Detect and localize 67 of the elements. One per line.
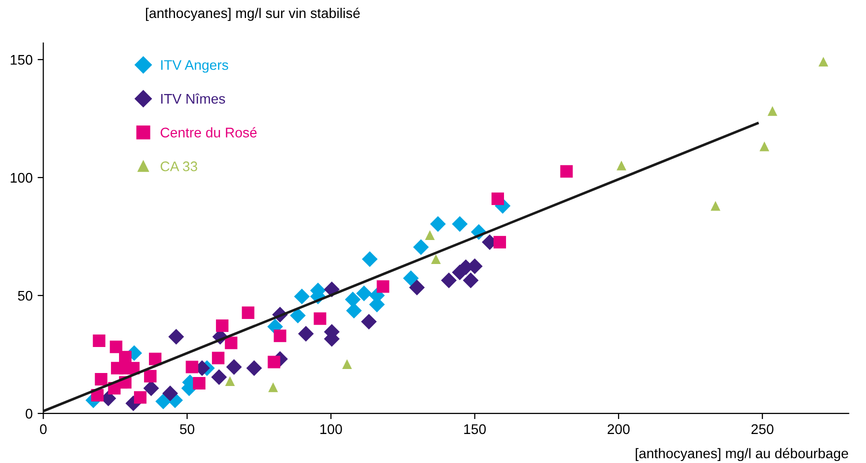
- point: [768, 106, 778, 116]
- point: [94, 373, 108, 386]
- point: [268, 382, 278, 392]
- point: [148, 352, 162, 366]
- point: [92, 334, 106, 348]
- x-tick-label: 50: [180, 424, 194, 434]
- y-tick-label: 150: [10, 54, 32, 65]
- legend-label: CA 33: [160, 161, 198, 172]
- legend-label: ITV Angers: [161, 60, 228, 73]
- point: [710, 200, 720, 211]
- x-tick-label: 100: [320, 424, 342, 434]
- point: [127, 362, 140, 374]
- point: [344, 292, 361, 308]
- point: [361, 314, 377, 330]
- point: [494, 236, 506, 248]
- point: [403, 270, 419, 286]
- point: [430, 216, 446, 232]
- point: [314, 312, 326, 325]
- legend-label: Centre du Rosé: [160, 127, 257, 138]
- point: [268, 356, 280, 368]
- point: [431, 254, 441, 264]
- point: [274, 330, 286, 342]
- point: [186, 360, 198, 374]
- legend-label: ITV Nîmes: [161, 93, 226, 104]
- point: [492, 192, 504, 206]
- point: [224, 336, 238, 350]
- point: [192, 377, 206, 390]
- x-tick-label: 0: [40, 424, 47, 434]
- point: [242, 306, 254, 319]
- point: [143, 380, 160, 396]
- x-tick-label: 250: [752, 424, 774, 434]
- point: [362, 251, 378, 268]
- point: [294, 288, 310, 304]
- point: [818, 56, 828, 67]
- y-axis-title: [anthocyanes] mg/l sur vin stabilisé: [146, 8, 360, 21]
- y-tick-label: 100: [10, 172, 32, 183]
- point: [462, 272, 479, 288]
- point: [212, 352, 224, 364]
- point: [225, 376, 235, 386]
- point: [110, 340, 122, 354]
- point: [342, 359, 352, 370]
- point: [356, 286, 372, 302]
- point: [168, 328, 184, 345]
- point: [760, 142, 770, 152]
- point: [441, 272, 457, 288]
- y-tick-label: 50: [18, 290, 32, 301]
- point: [246, 360, 262, 376]
- point: [134, 391, 146, 404]
- point: [298, 326, 314, 342]
- point: [616, 160, 626, 170]
- point: [216, 319, 228, 332]
- point: [452, 216, 468, 232]
- point: [560, 165, 573, 178]
- point: [409, 280, 425, 296]
- point: [162, 386, 178, 402]
- point: [211, 369, 227, 385]
- point: [425, 230, 435, 240]
- point: [226, 359, 242, 375]
- x-axis-title: [anthocyanes] mg/l au débourbage: [636, 448, 848, 462]
- point: [346, 302, 362, 318]
- y-tick-label: 0: [26, 408, 32, 419]
- point: [290, 308, 306, 324]
- x-tick-label: 200: [608, 424, 630, 434]
- point: [413, 239, 429, 255]
- point: [376, 280, 390, 293]
- x-tick-label: 150: [464, 424, 486, 434]
- point: [144, 370, 157, 382]
